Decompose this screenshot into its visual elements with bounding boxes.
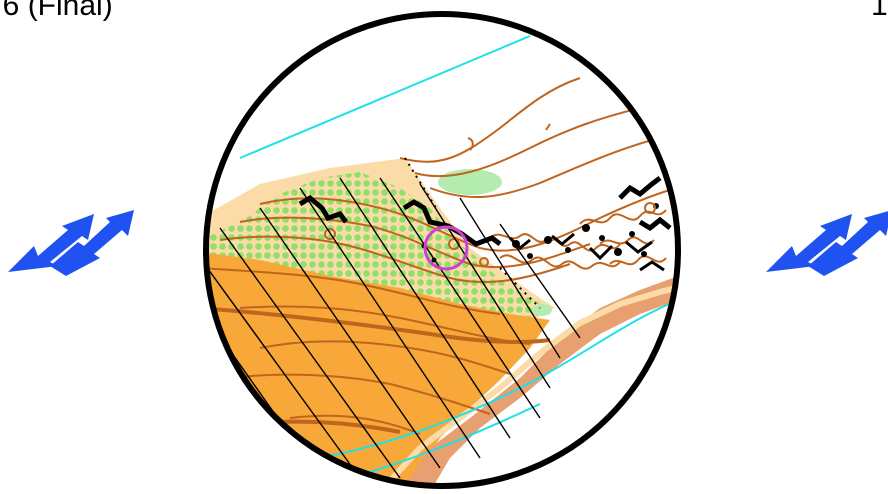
next-arrow-icon[interactable] (762, 200, 888, 282)
leg-label-left: . 6 (Final) (0, 0, 113, 22)
map-view[interactable] (200, 8, 684, 492)
map-frame (203, 11, 681, 489)
control-circle (423, 225, 469, 271)
hatching-lines (206, 177, 581, 479)
leg-label-right: 1. (870, 0, 888, 22)
previous-arrow-icon[interactable] (4, 200, 134, 282)
